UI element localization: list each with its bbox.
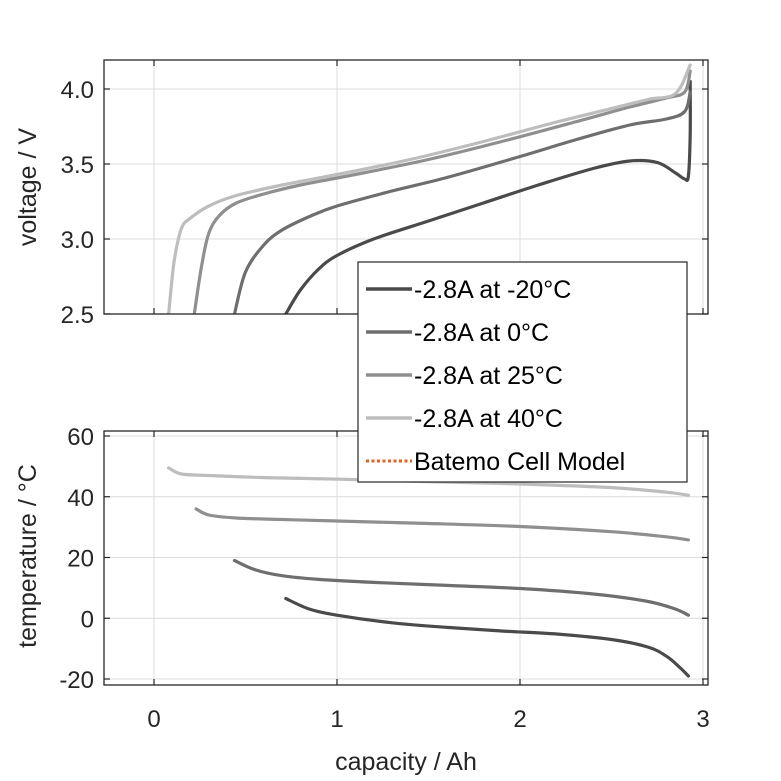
- legend-entry: -2.8A at 25°C: [366, 362, 563, 390]
- legend-entry: Batemo Cell Model: [366, 448, 625, 476]
- legend-label: -2.8A at 40°C: [414, 405, 563, 433]
- series-line-1: [232, 558, 690, 617]
- legend-label: -2.8A at -20°C: [414, 276, 571, 304]
- voltage-ylabel: voltage / V: [14, 128, 42, 246]
- y-tick-label: 2.5: [61, 302, 94, 329]
- capacity-xlabel: capacity / Ah: [335, 748, 477, 776]
- voltage-ticks: 2.5 3.0 3.5 4.0: [61, 60, 708, 329]
- x-tick-label: 0: [147, 706, 160, 733]
- legend-box: [357, 261, 688, 483]
- legend-label: Batemo Cell Model: [414, 448, 625, 476]
- temperature-ticks: 0 1 2 3 -20 0 20 40 60: [59, 424, 709, 733]
- series-line-0: [284, 596, 690, 678]
- legend-entry: -2.8A at 0°C: [366, 319, 549, 347]
- x-tick-label: 2: [513, 706, 526, 733]
- legend-entry: -2.8A at 40°C: [366, 405, 563, 433]
- series-line-0: [284, 79, 692, 314]
- legend-label: -2.8A at 25°C: [414, 362, 563, 390]
- y-tick-label: -20: [59, 667, 94, 694]
- y-tick-label: 4.0: [61, 77, 94, 104]
- x-tick-label: 3: [696, 706, 709, 733]
- series-line-1: [232, 90, 692, 314]
- temperature-ylabel: temperature / °C: [14, 464, 42, 648]
- y-tick-label: 40: [67, 485, 94, 512]
- x-tick-label: 1: [330, 706, 343, 733]
- legend: -2.8A at -20°C -2.8A at 0°C -2.8A at 25°C -…: [357, 261, 688, 483]
- voltage-series: [167, 63, 692, 314]
- y-tick-label: 3.0: [61, 227, 94, 254]
- y-tick-label: 20: [67, 546, 94, 573]
- legend-label: -2.8A at 0°C: [414, 319, 549, 347]
- y-tick-label: 60: [67, 424, 94, 451]
- series-line-2: [192, 69, 692, 314]
- series-line-2: [194, 507, 690, 542]
- y-tick-label: 3.5: [61, 152, 94, 179]
- series-line-3: [167, 63, 692, 314]
- legend-entry: -2.8A at -20°C: [366, 276, 571, 304]
- y-tick-label: 0: [81, 606, 94, 633]
